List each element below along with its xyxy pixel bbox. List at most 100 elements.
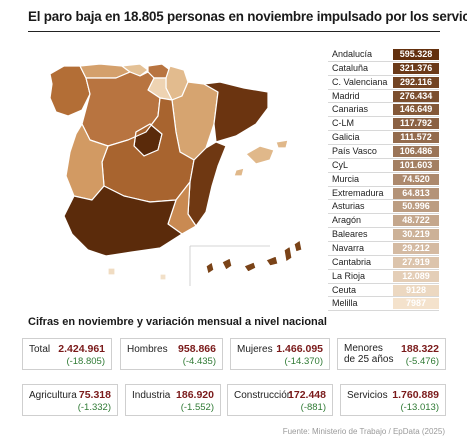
region-name: Ceuta [332,284,357,295]
stat-delta: (-1.332) [77,402,111,413]
map-inset-frame [189,245,270,286]
stat-label: Servicios [347,390,388,401]
stat-label: Menores [344,343,383,354]
map-region-canarias [205,239,303,275]
region-value: 106.486 [393,146,439,158]
region-row: Navarra 29.212 [328,242,439,256]
map-region-andalucia [63,185,183,257]
section-subtitle: Cifras en noviembre y variación mensual … [28,316,327,328]
map-region-baleares [233,139,289,177]
region-row: Ceuta 9128 [328,284,439,298]
stat-delta: (-881) [300,402,326,413]
region-name: Canarias [332,104,369,115]
region-value: 111.572 [393,132,439,144]
stat-delta: (-14.370) [284,356,323,367]
region-value: 292.116 [393,76,439,88]
region-row: Extremadura 64.813 [328,187,439,201]
stat-delta: (-1.552) [180,402,214,413]
region-name: Galicia [332,132,360,143]
region-name: Cataluña [332,62,369,73]
region-row: Asturias 50.996 [328,200,439,215]
region-value: 50.996 [393,201,439,213]
region-row: C-LM 117.792 [328,117,439,132]
region-name: Cantabria [332,256,372,267]
region-row: Andalucía 595.328 [328,48,439,62]
region-row: Cantabria 27.919 [328,256,439,270]
region-value: 321.376 [393,62,439,74]
region-row: Cataluña 321.376 [328,62,439,76]
region-name: Madrid [332,90,360,101]
stat-delta: (-18.805) [66,356,105,367]
region-row: Melilla 7987 [328,297,439,312]
region-row: País Vasco 106.486 [328,145,439,159]
region-name: Asturias [332,201,365,212]
region-row: Galicia 111.572 [328,131,439,146]
region-row: Baleares 30.219 [328,228,439,243]
stat-label: Mujeres [237,344,273,355]
stat-card-servicios: Servicios 1.760.889 (-13.013) [340,384,446,416]
map-region-cataluna [203,81,269,143]
map-region-melilla [159,273,167,281]
stat-value: 1.466.095 [276,343,323,355]
stat-value: 186.920 [176,389,214,401]
stat-value: 188.322 [401,343,439,355]
region-value: 7987 [393,298,439,310]
region-name: Extremadura [332,187,384,198]
region-value: 101.603 [393,159,439,171]
stat-card-menores-25: Menores de 25 años 188.322 (-5.476) [337,338,446,370]
region-value: 12.089 [393,270,439,282]
stat-label: Construcción [234,390,293,401]
region-row: Aragón 48.722 [328,214,439,229]
chart-title: El paro baja en 18.805 personas en novie… [28,9,467,24]
region-value: 64.813 [393,187,439,199]
region-value: 30.219 [393,229,439,241]
stat-card-agricultura: Agricultura 75.318 (-1.332) [22,384,118,416]
region-row: La Rioja 12.089 [328,270,439,284]
region-value: 595.328 [393,49,439,60]
stat-card-mujeres: Mujeres 1.466.095 (-14.370) [230,338,330,370]
region-row: Murcia 74.520 [328,173,439,187]
region-row: Madrid 276.434 [328,90,439,104]
map-region-galicia [49,65,91,117]
title-divider [28,31,440,32]
stat-label: Hombres [127,344,168,355]
stat-delta: (-13.013) [400,402,439,413]
stat-card-total: Total 2.424.961 (-18.805) [22,338,112,370]
region-value: 48.722 [393,215,439,227]
spain-map [49,63,303,286]
stat-delta: (-4.435) [182,356,216,367]
region-value: 27.919 [393,256,439,268]
region-name: Andalucía [332,49,373,59]
region-value: 117.792 [393,118,439,130]
stat-value: 1.760.889 [392,389,439,401]
region-name: CyL [332,159,349,170]
region-row: CyL 101.603 [328,159,439,173]
source-note: Fuente: Ministerio de Trabajo / EpData (… [282,427,445,436]
stat-value: 2.424.961 [58,343,105,355]
stat-card-industria: Industria 186.920 (-1.552) [125,384,221,416]
region-name: País Vasco [332,146,377,157]
region-row: Canarias 146.649 [328,103,439,118]
stat-value: 75.318 [78,389,111,401]
region-ranking-table: Andalucía 595.328 Cataluña 321.376 C. Valenc… [328,48,439,312]
region-value: 146.649 [393,104,439,116]
stat-label: Industria [132,390,171,401]
region-name: Murcia [332,173,360,184]
map-region-ceuta [107,267,116,276]
stat-value: 172.448 [288,389,326,401]
region-row: C. Valenciana 292.116 [328,76,439,90]
map-region-cantabria [121,63,149,77]
stat-card-construccion: Construcción 172.448 (-881) [227,384,333,416]
region-name: Melilla [332,298,358,309]
region-name: C. Valenciana [332,76,388,87]
stat-value: 958.866 [178,343,216,355]
stat-label-line2: de 25 años [344,354,394,365]
region-name: La Rioja [332,270,366,281]
stat-label: Total [29,344,51,355]
region-value: 74.520 [393,173,439,185]
stat-delta: (-5.476) [405,356,439,367]
region-name: Navarra [332,243,365,254]
region-name: Aragón [332,215,362,226]
stat-label: Agricultura [29,390,77,401]
region-value: 276.434 [393,90,439,102]
